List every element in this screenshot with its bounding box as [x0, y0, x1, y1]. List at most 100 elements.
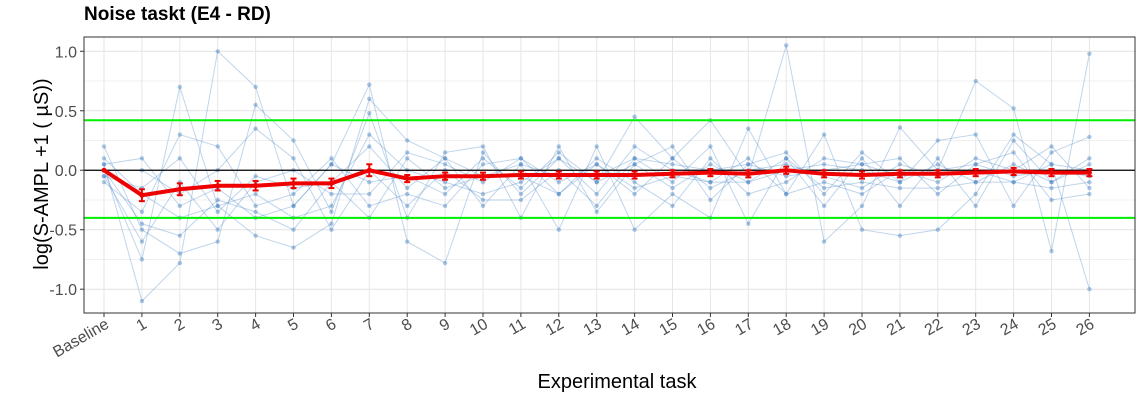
- subject-data-point: [556, 156, 561, 161]
- subject-data-point: [746, 191, 751, 197]
- subject-data-point: [480, 150, 486, 155]
- subject-data-point: [746, 156, 751, 161]
- subject-data-point: [101, 173, 107, 179]
- subject-data-point: [1087, 134, 1092, 140]
- subject-data-point: [329, 227, 334, 232]
- x-tick-label: 19: [808, 316, 832, 340]
- subject-data-point: [556, 156, 561, 161]
- subject-data-point: [859, 203, 865, 209]
- subject-data-point: [1087, 156, 1092, 161]
- subject-data-point: [821, 162, 827, 167]
- x-tick-label: 14: [619, 316, 643, 340]
- mean-data-point: [594, 172, 600, 178]
- mean-data-point: [859, 172, 865, 178]
- subject-data-point: [177, 84, 182, 90]
- subject-data-point: [253, 191, 258, 197]
- subject-data-point: [821, 156, 827, 161]
- x-tick-label: 23: [960, 316, 984, 340]
- mean-data-point: [745, 171, 751, 177]
- subject-data-point: [215, 239, 220, 244]
- mean-data-point: [670, 171, 675, 177]
- subject-data-point: [632, 144, 637, 149]
- subject-data-point: [480, 144, 486, 149]
- subject-data-point: [253, 233, 258, 238]
- y-tick-labels: -1.0 -0.5 0.0 0.5 1.0: [49, 44, 84, 299]
- subject-data-point: [329, 221, 334, 226]
- subject-data-point: [784, 150, 789, 155]
- subject-data-point: [139, 227, 145, 232]
- subject-data-point: [1087, 185, 1092, 191]
- subject-data-point: [367, 191, 372, 197]
- x-tick-label: 24: [998, 316, 1022, 340]
- subject-data-point: [556, 227, 561, 232]
- subject-data-point: [594, 162, 599, 167]
- mean-data-point: [139, 192, 145, 198]
- subject-data-point: [632, 156, 637, 161]
- subject-data-point: [291, 138, 296, 143]
- x-tick-label: 1: [134, 316, 150, 335]
- subject-data-point: [405, 191, 410, 197]
- subject-data-point: [253, 126, 258, 131]
- subject-data-point: [367, 110, 372, 116]
- mean-data-point: [518, 172, 524, 178]
- subject-data-point: [935, 156, 940, 161]
- subject-data-point: [442, 179, 448, 185]
- subject-data-point: [405, 138, 410, 143]
- subject-data-point: [708, 185, 713, 191]
- subject-data-point: [518, 162, 524, 167]
- x-tick-label: 6: [323, 316, 339, 335]
- x-tick-label: 12: [543, 316, 567, 340]
- mean-data-point: [480, 173, 486, 179]
- subject-data-point: [935, 191, 940, 197]
- subject-data-point: [821, 132, 827, 137]
- subject-data-point: [973, 162, 978, 167]
- x-tick-label: 9: [437, 316, 453, 335]
- x-tick-label: 25: [1036, 316, 1060, 340]
- subject-data-point: [480, 203, 486, 209]
- grid-lines: [84, 37, 1135, 313]
- subject-data-point: [291, 245, 296, 250]
- subject-data-point: [518, 156, 524, 161]
- subject-data-point: [1049, 179, 1054, 185]
- subject-data-point: [746, 126, 751, 131]
- subject-data-point: [291, 191, 296, 197]
- subject-data-point: [708, 144, 713, 149]
- subject-data-point: [253, 209, 258, 215]
- subject-data-point: [784, 191, 789, 197]
- subject-data-point: [897, 125, 903, 130]
- subject-data-point: [177, 233, 182, 238]
- subject-series-line: [103, 103, 1090, 255]
- subject-data-point: [670, 203, 675, 209]
- subject-data-point: [973, 179, 978, 185]
- subject-data-point: [442, 150, 448, 155]
- x-tick-label: 16: [694, 316, 718, 340]
- subject-data-point: [897, 203, 903, 209]
- subject-data-point: [480, 156, 486, 161]
- subject-data-point: [556, 144, 561, 149]
- subject-series-line: [103, 133, 1090, 219]
- subject-data-point: [329, 203, 334, 209]
- subject-data-point: [632, 191, 637, 197]
- subject-data-point: [594, 162, 599, 167]
- subject-series-line: [103, 133, 1090, 213]
- mean-data-point: [291, 180, 296, 186]
- subject-data-point: [973, 162, 978, 167]
- x-tick-label: 10: [467, 316, 491, 340]
- subject-data-point: [1049, 162, 1054, 167]
- subject-data-point: [405, 156, 410, 161]
- x-tick-label: 26: [1073, 316, 1097, 340]
- subject-data-point: [139, 257, 145, 262]
- subject-data-point: [253, 203, 258, 209]
- subject-data-point: [442, 203, 448, 209]
- subject-data-point: [1049, 144, 1054, 149]
- mean-data-point: [935, 171, 941, 177]
- subject-data-point: [556, 150, 561, 155]
- subject-data-point: [897, 179, 903, 185]
- mean-data-point: [821, 171, 827, 177]
- subject-data-point: [1011, 179, 1016, 185]
- subject-data-point: [101, 162, 107, 167]
- subject-data-point: [291, 227, 296, 232]
- subject-series-line: [103, 45, 1090, 303]
- panel-border: [83, 36, 1136, 314]
- x-tick-label: 3: [209, 316, 225, 335]
